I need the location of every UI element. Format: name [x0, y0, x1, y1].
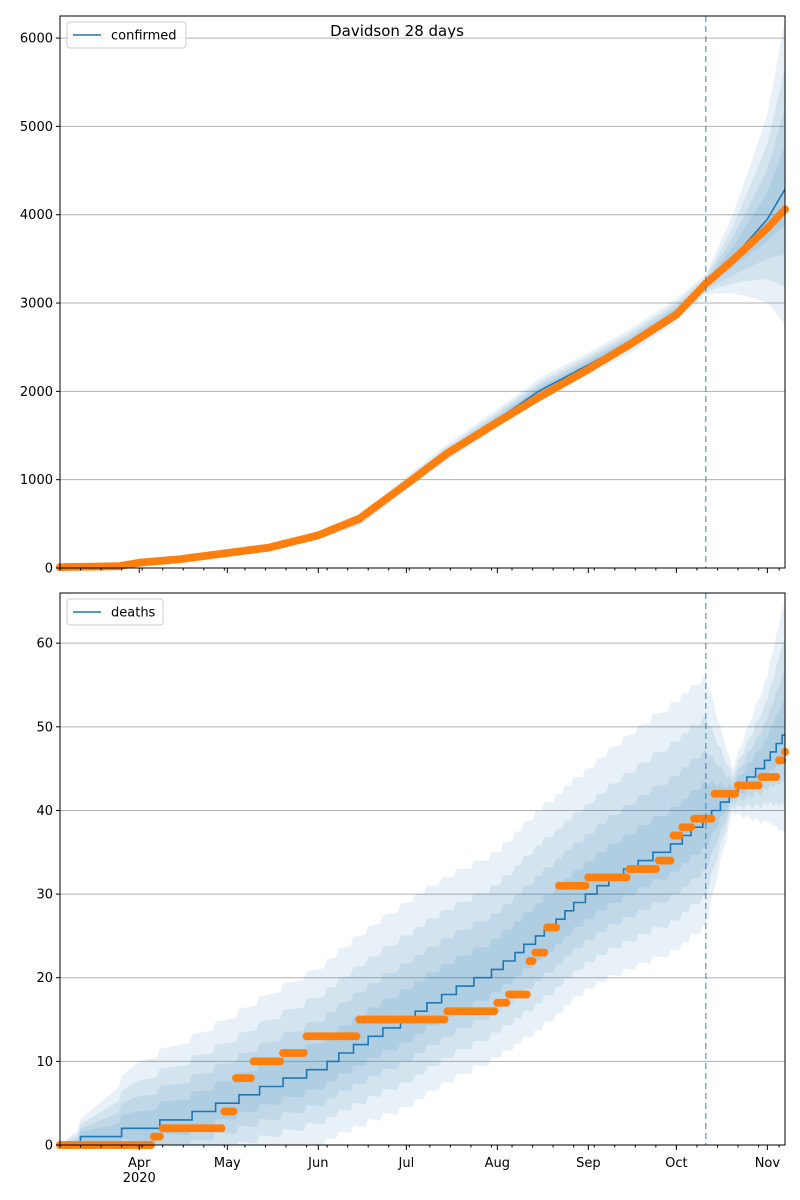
observed-point [778, 756, 787, 765]
y-tick-label: 0 [45, 1139, 53, 1154]
observed-point [352, 1032, 361, 1041]
uncertainty-band [60, 670, 785, 1145]
observed-point [217, 1124, 226, 1133]
y-tick-label: 50 [36, 720, 53, 735]
y-tick-label: 20 [36, 971, 53, 986]
y-tick-label: 60 [36, 637, 53, 652]
x-year-label: 2020 [123, 1171, 156, 1186]
observed-point [622, 873, 631, 882]
deaths-panel: 0 10 20 30 40 50 60 Apr May Jun Jul Aug Sep Oct Nov 202… [36, 592, 789, 1186]
uncertainty-band [60, 107, 785, 568]
observed-point [229, 1107, 238, 1116]
uncertainty-band [60, 638, 785, 1145]
y-tick-label: 1000 [20, 473, 53, 488]
plot-frame [59, 15, 786, 569]
y-tick-label: 0 [45, 562, 53, 577]
observed-point [651, 865, 660, 873]
observed-point [540, 948, 549, 957]
observed-point [299, 1049, 308, 1057]
observed-point [772, 773, 781, 781]
observed-point [490, 1007, 499, 1016]
observed-point [754, 781, 763, 790]
uncertainty-band [60, 18, 785, 568]
uncertainty-band [60, 144, 785, 568]
y-tick-label: 2000 [20, 385, 53, 400]
chart-title: Davidson 28 days [330, 22, 464, 40]
legend-label: deaths [111, 606, 156, 621]
legend-box [66, 598, 164, 626]
observed-point [276, 1057, 285, 1066]
x-tick-label: May [214, 1156, 241, 1171]
legend-box [66, 21, 187, 49]
observed-point [528, 957, 537, 965]
observed-point [675, 831, 684, 840]
x-tick-label: Oct [665, 1156, 687, 1171]
observed-point [687, 823, 696, 832]
y-tick-label: 5000 [20, 120, 53, 135]
x-tick-label: Sep [576, 1156, 601, 1171]
model-line [59, 188, 786, 569]
y-tick-label: 30 [36, 888, 53, 903]
y-tick-label: 6000 [20, 32, 53, 47]
observed-point [581, 881, 590, 890]
observed-point [666, 856, 675, 865]
plot-frame [59, 592, 786, 1146]
observed-point [246, 1074, 255, 1083]
observed-point [522, 990, 531, 999]
observed-point [440, 1015, 449, 1024]
x-tick-label: Jun [307, 1156, 328, 1171]
observed-point [155, 1132, 164, 1141]
y-tick-label: 40 [36, 804, 53, 819]
x-tick-label: Aug [485, 1156, 510, 1171]
observed-point [731, 789, 740, 798]
uncertainty-band [60, 601, 785, 1145]
y-tick-label: 3000 [20, 297, 53, 312]
x-tick-label: Jul [398, 1156, 415, 1171]
legend: deaths [66, 598, 164, 626]
observed-point [707, 814, 716, 823]
legend-label: confirmed [111, 29, 177, 44]
x-tick-label: Nov [755, 1156, 781, 1171]
y-tick-label: 10 [36, 1055, 53, 1070]
observed-point [552, 923, 561, 932]
x-tick-label: Apr [128, 1156, 151, 1171]
legend: confirmed [66, 21, 187, 49]
confirmed-panel: 0 1000 2000 3000 4000 5000 6000 confirmed [20, 15, 789, 577]
model-line [60, 734, 785, 1146]
observed-point [502, 998, 511, 1007]
y-tick-label: 4000 [20, 208, 53, 223]
